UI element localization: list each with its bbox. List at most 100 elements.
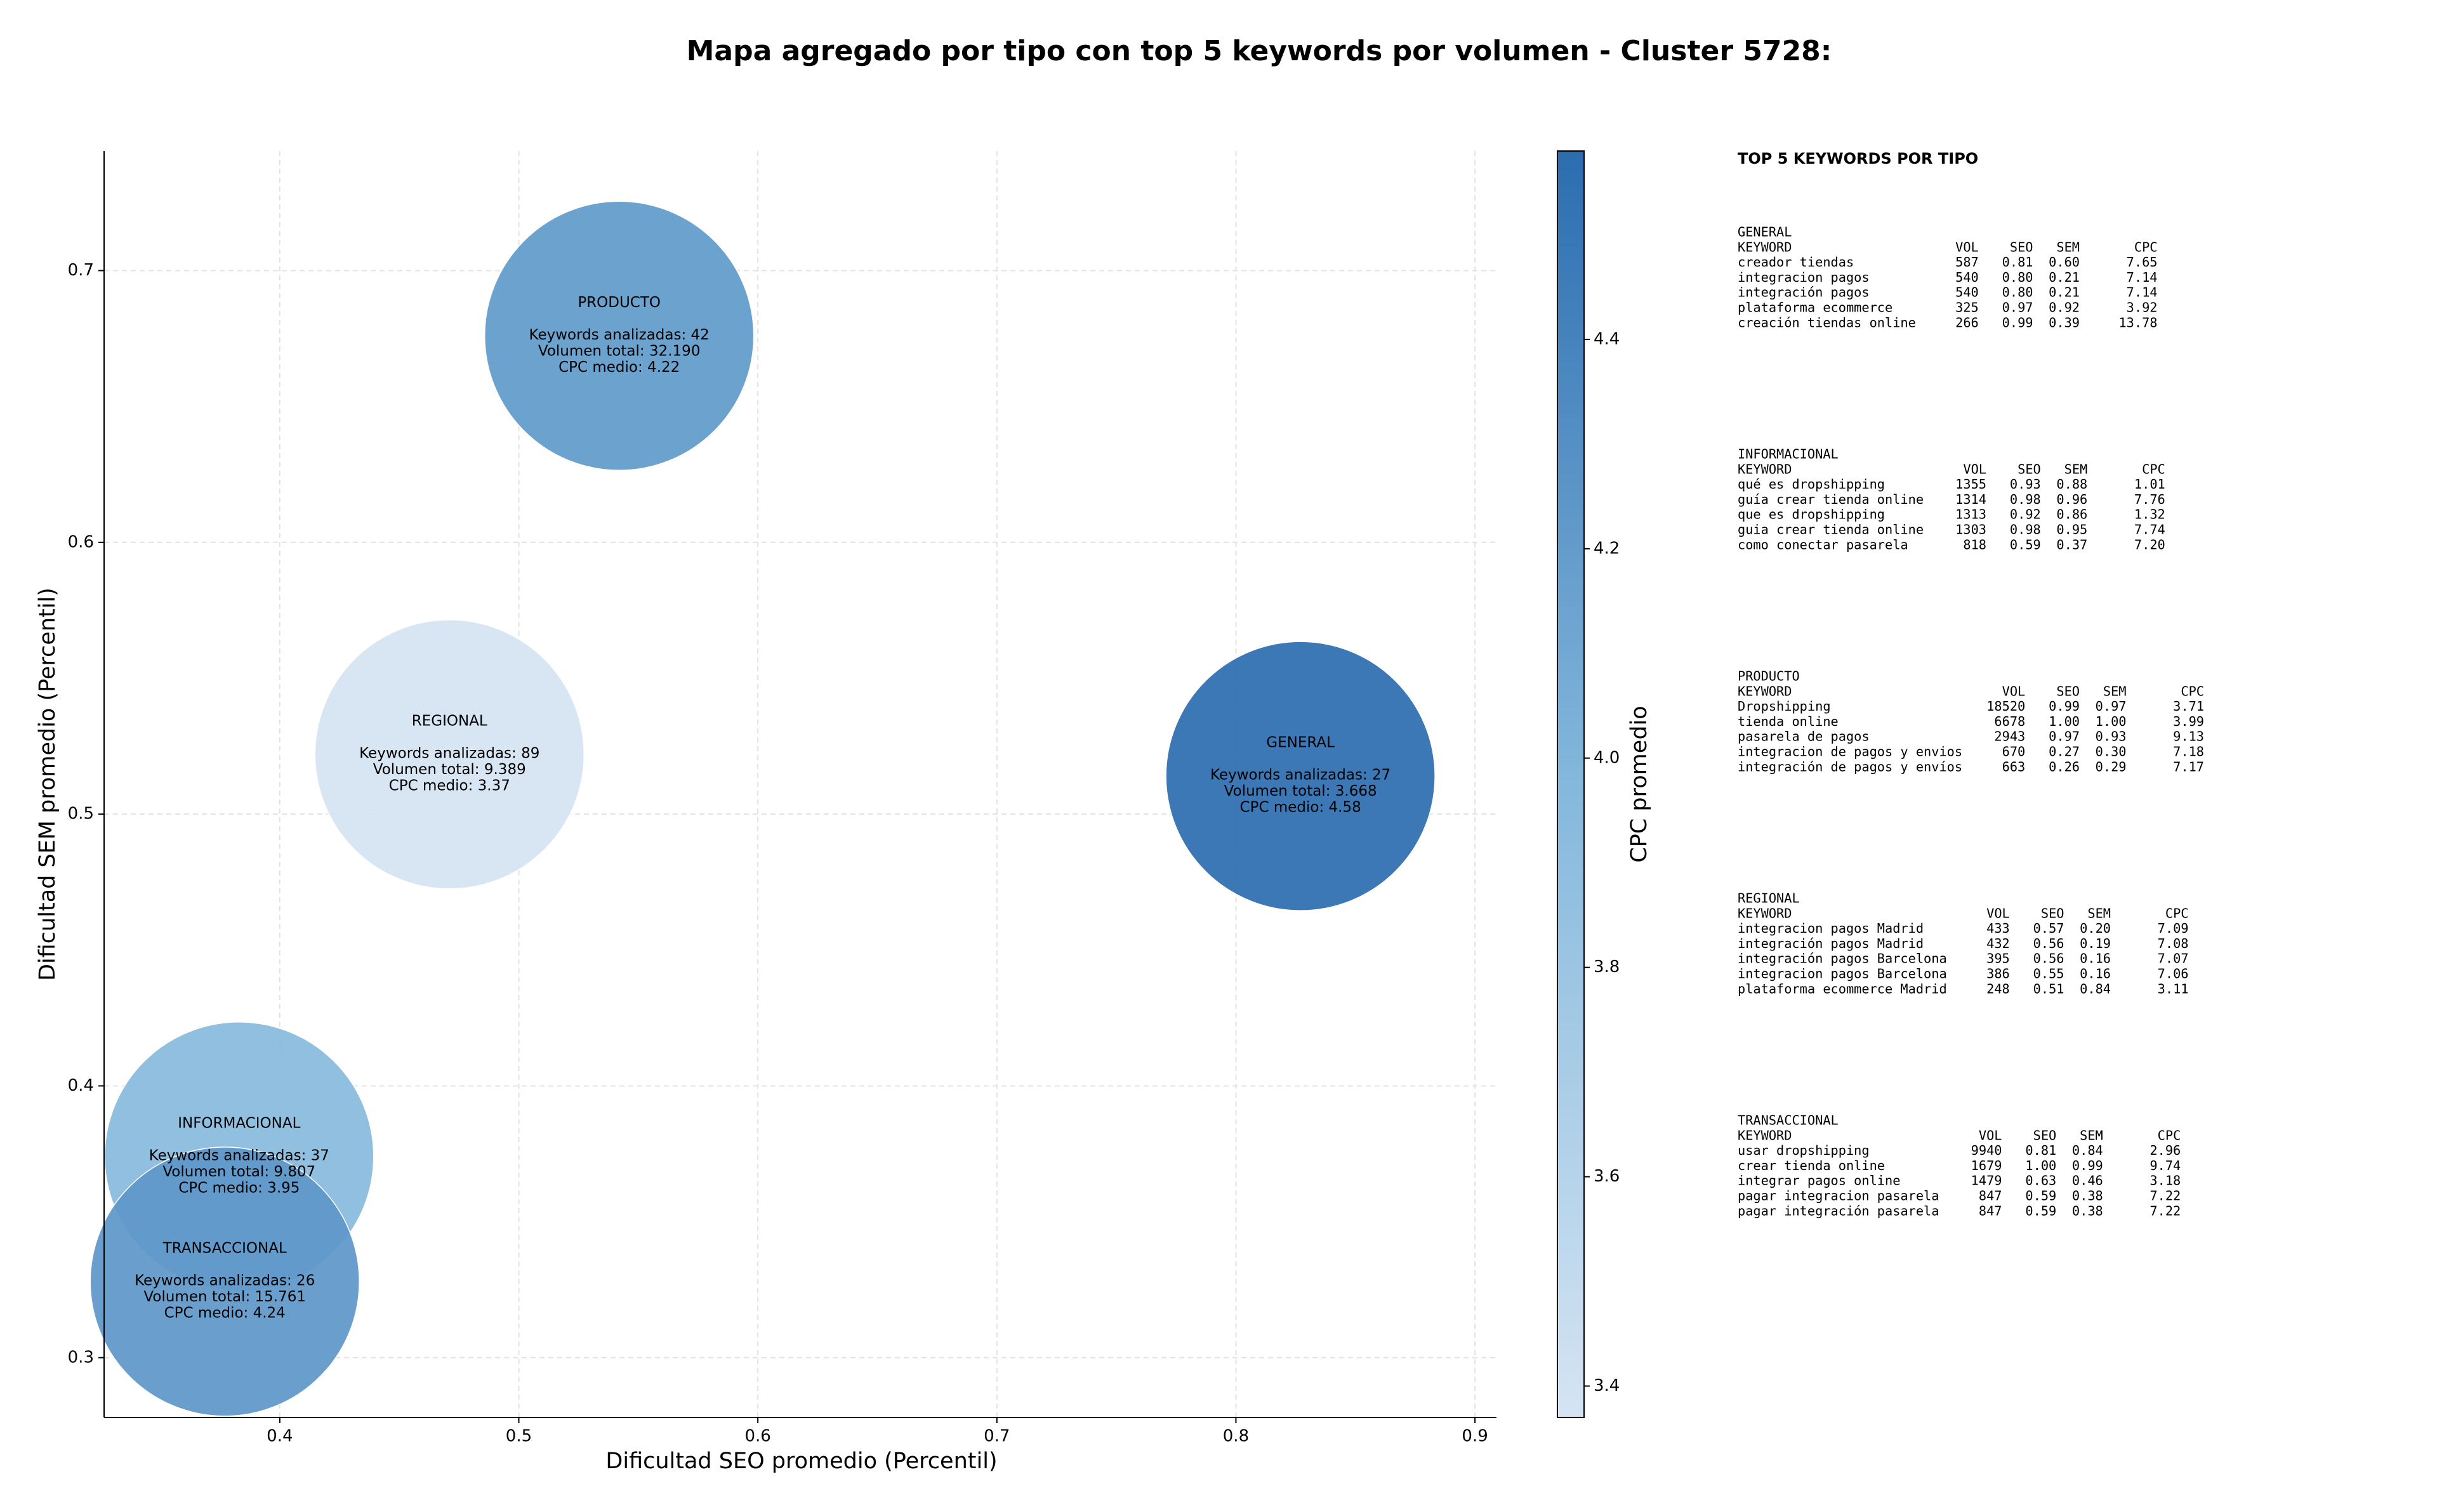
- table-cell: 7.08: [2158, 936, 2189, 951]
- table-cell: creación tiendas online: [1738, 315, 1916, 330]
- table-cell: 6678: [1994, 714, 2025, 729]
- table-cell: 0.99: [2002, 315, 2033, 330]
- table-cell: 0.84: [2072, 1143, 2103, 1158]
- table-cell: usar dropshipping: [1738, 1143, 1870, 1158]
- table-cell: 13.78: [2118, 315, 2157, 330]
- table-cell: 0.98: [2010, 522, 2041, 537]
- x-tick-label: 0.5: [506, 1427, 532, 1446]
- table-cell: 0.97: [2096, 699, 2127, 714]
- colorbar-tick-label: 3.4: [1594, 1376, 1620, 1395]
- table-header: CPC: [2158, 1127, 2181, 1143]
- bubble-annotation: CPC medio: 3.37: [389, 777, 510, 794]
- bubble-annotation: CPC medio: 4.22: [558, 359, 680, 376]
- table-header: SEM: [2080, 1127, 2103, 1143]
- table-cell: 9.13: [2173, 729, 2204, 744]
- table-cell: 1.01: [2134, 477, 2165, 492]
- table-header: SEM: [2087, 905, 2111, 921]
- table-cell: 7.20: [2134, 537, 2165, 552]
- table-cell: 2943: [1994, 729, 2025, 744]
- table-header: SEO: [2041, 905, 2064, 921]
- table-cell: 3.71: [2173, 699, 2204, 714]
- table-cell: 847: [1979, 1188, 2002, 1204]
- table-cell: 0.93: [2010, 477, 2041, 492]
- x-tick-label: 0.4: [267, 1427, 293, 1446]
- table-cell: 0.46: [2072, 1173, 2103, 1188]
- table-cell: 0.99: [2049, 699, 2080, 714]
- colorbar-tick-label: 4.0: [1594, 748, 1620, 767]
- table-cell: 7.22: [2150, 1188, 2181, 1204]
- table-header: CPC: [2165, 905, 2189, 921]
- table-cell: 2.96: [2150, 1143, 2181, 1158]
- table-cell: 0.38: [2072, 1188, 2103, 1204]
- table-cell: 1355: [1955, 477, 1986, 492]
- x-tick-label: 0.6: [744, 1427, 770, 1446]
- table-header: VOL: [1986, 905, 2010, 921]
- table-cell: 0.16: [2080, 966, 2111, 982]
- table-cell: 0.16: [2080, 951, 2111, 966]
- table-cell: que es dropshipping: [1738, 507, 1885, 522]
- y-tick-label: 0.4: [68, 1076, 94, 1095]
- table-cell: 0.96: [2056, 492, 2087, 507]
- table-cell: 395: [1986, 951, 2010, 966]
- table-cell: 0.56: [2033, 936, 2064, 951]
- table-cell: 1.32: [2134, 507, 2165, 522]
- table-cell: 0.84: [2080, 981, 2111, 996]
- bubble-name: PRODUCTO: [578, 294, 661, 311]
- table-cell: 248: [1986, 981, 2010, 996]
- table-cell: 540: [1955, 285, 1979, 300]
- table-header: KEYWORD: [1738, 239, 1792, 254]
- bubble-annotation: Keywords analizadas: 26: [135, 1272, 315, 1289]
- bubble-name: REGIONAL: [412, 713, 487, 729]
- table-cell: 3.99: [2173, 714, 2204, 729]
- colorbar: [1557, 150, 1585, 1418]
- table-cell: 7.06: [2158, 966, 2189, 982]
- bubble-name: GENERAL: [1266, 735, 1335, 751]
- table-cell: 0.59: [2025, 1203, 2056, 1218]
- colorbar-tick-label: 3.6: [1594, 1167, 1620, 1186]
- table-cell: 670: [2002, 744, 2026, 759]
- table-cell: 0.51: [2033, 981, 2064, 996]
- table-cell: 0.60: [2049, 254, 2080, 270]
- table-cell: 433: [1986, 921, 2010, 936]
- table-cell: como conectar pasarela: [1738, 537, 1908, 552]
- table-cell: 0.27: [2049, 744, 2080, 759]
- table-cell: 0.39: [2049, 315, 2080, 330]
- table-header: CPC: [2142, 461, 2165, 477]
- table-header: CPC: [2181, 683, 2204, 699]
- table-cell: 7.65: [2127, 254, 2158, 270]
- table-cell: 1679: [1971, 1158, 2002, 1173]
- bubble: [484, 201, 755, 471]
- table-cell: 587: [1955, 254, 1979, 270]
- group-name: GENERAL: [1738, 225, 1792, 240]
- table-cell: 9940: [1971, 1143, 2002, 1158]
- table-cell: 0.29: [2096, 759, 2127, 774]
- table-header: KEYWORD: [1738, 461, 1792, 477]
- table-cell: 0.80: [2002, 270, 2033, 285]
- table-cell: 3.11: [2158, 981, 2189, 996]
- table-cell: integración pagos Madrid: [1738, 936, 1924, 951]
- table-cell: 18520: [1986, 699, 2025, 714]
- colorbar-tick-label: 3.8: [1594, 957, 1620, 976]
- bubble: [89, 1147, 360, 1417]
- table-cell: 0.38: [2072, 1203, 2103, 1218]
- table-cell: 847: [1979, 1203, 2002, 1218]
- table-cell: 0.97: [2002, 300, 2033, 315]
- table-cell: pagar integracion pasarela: [1738, 1188, 1939, 1204]
- colorbar-tick-label: 4.4: [1594, 329, 1620, 348]
- table-cell: 1303: [1955, 522, 1986, 537]
- table-cell: guia crear tienda online: [1738, 522, 1924, 537]
- table-cell: 540: [1955, 270, 1979, 285]
- table-cell: 1.00: [2049, 714, 2080, 729]
- bubble-annotation: Volumen total: 3.668: [1224, 783, 1377, 799]
- group-name: REGIONAL: [1738, 891, 1800, 906]
- x-tick-label: 0.7: [984, 1427, 1010, 1446]
- table-cell: integrar pagos online: [1738, 1173, 1900, 1188]
- table-cell: 7.17: [2173, 759, 2204, 774]
- bubble-name: TRANSACCIONAL: [162, 1240, 287, 1256]
- table-cell: 0.81: [2025, 1143, 2056, 1158]
- table-cell: 0.92: [2049, 300, 2080, 315]
- table-cell: 0.99: [2072, 1158, 2103, 1173]
- x-axis-label: Dificultad SEO promedio (Percentil): [605, 1449, 997, 1474]
- y-axis-label: Dificultad SEM promedio (Percentil): [35, 588, 60, 981]
